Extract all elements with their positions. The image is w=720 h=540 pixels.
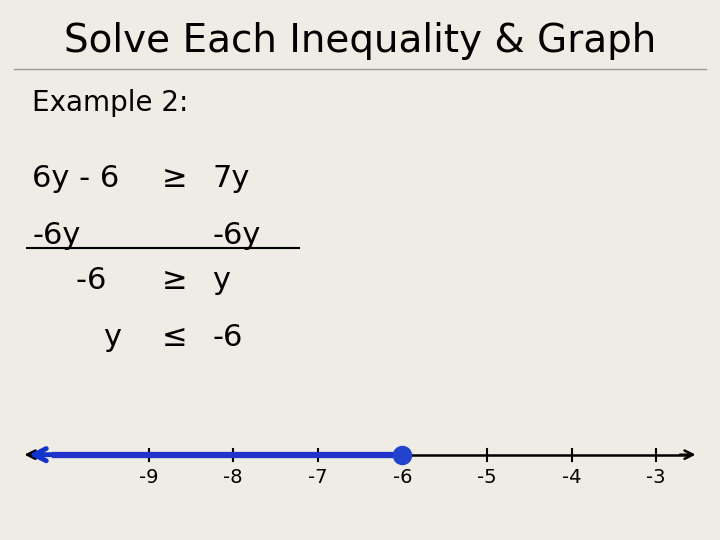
Text: ≤: ≤ xyxy=(162,323,187,352)
Text: 7y: 7y xyxy=(212,164,250,193)
Text: -6: -6 xyxy=(76,266,116,295)
Text: -3: -3 xyxy=(647,468,666,487)
Text: -6: -6 xyxy=(212,323,243,352)
Text: ≥: ≥ xyxy=(162,164,187,193)
Text: -6y: -6y xyxy=(32,221,81,251)
Text: y: y xyxy=(104,323,132,352)
Text: ≥: ≥ xyxy=(162,266,187,295)
Text: -8: -8 xyxy=(223,468,243,487)
Text: y: y xyxy=(212,266,230,295)
Text: Solve Each Inequality & Graph: Solve Each Inequality & Graph xyxy=(64,22,656,60)
Text: -4: -4 xyxy=(562,468,581,487)
Text: -9: -9 xyxy=(139,468,158,487)
Text: -5: -5 xyxy=(477,468,497,487)
Text: -7: -7 xyxy=(308,468,328,487)
Text: -6y: -6y xyxy=(212,221,261,251)
Text: Example 2:: Example 2: xyxy=(32,89,189,117)
Text: 6y - 6: 6y - 6 xyxy=(32,164,130,193)
Text: -6: -6 xyxy=(392,468,412,487)
